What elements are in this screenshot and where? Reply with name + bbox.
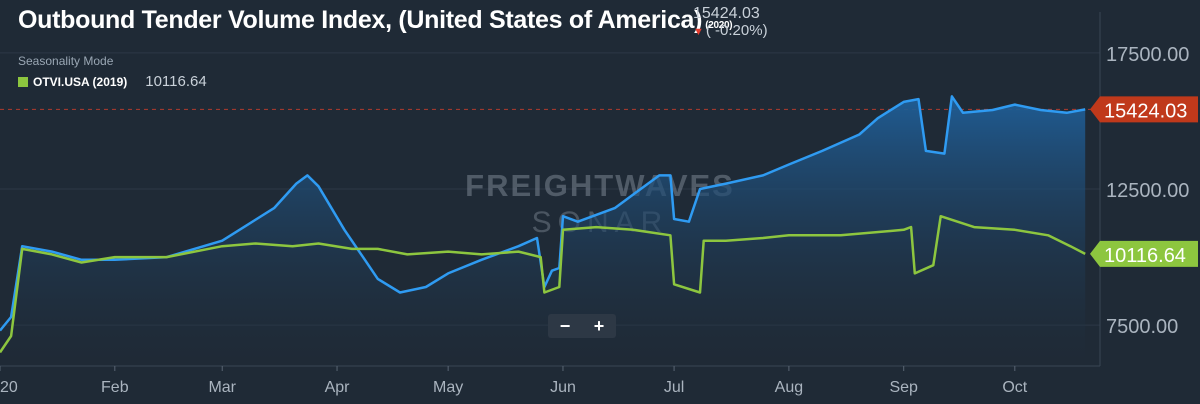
x-tick-label: 20	[0, 379, 18, 396]
badge-2020-bg	[1090, 96, 1198, 123]
zoom-in-button[interactable]: +	[593, 316, 605, 336]
y-tick-label: 7500.00	[1106, 316, 1178, 338]
zoom-controls: − +	[548, 314, 616, 338]
change-value: ( -0.20%)	[705, 22, 768, 39]
x-tick-label: Mar	[208, 379, 236, 396]
x-tick-label: Apr	[325, 379, 351, 396]
badge-layer: 15424.03 10116.64	[1090, 96, 1198, 267]
change-row: ▼( -0.20%)	[693, 22, 768, 41]
x-tick-label: Aug	[775, 379, 803, 396]
zoom-out-button[interactable]: −	[559, 316, 571, 336]
legend-series-value: 10116.64	[145, 73, 207, 90]
y-tick-label: 17500.00	[1106, 44, 1189, 66]
badge-2019-label: 10116.64	[1104, 245, 1186, 267]
badge-2019-bg	[1090, 240, 1198, 267]
current-value: 15424.03	[693, 5, 760, 22]
down-arrow-icon: ▼	[693, 26, 704, 38]
x-tick-label: Jun	[550, 379, 576, 396]
seasonality-mode-label: Seasonality Mode	[18, 54, 114, 68]
badge-2019: 10116.64	[1090, 240, 1198, 267]
chart-title-text: Outbound Tender Volume Index, (United St…	[18, 6, 703, 34]
x-tick-label: Sep	[889, 379, 918, 396]
legend-swatch	[18, 76, 28, 87]
watermark-line-1: FREIGHTWAVES	[465, 168, 735, 203]
x-tick-label: Feb	[101, 379, 129, 396]
badge-2020-label: 15424.03	[1104, 100, 1187, 122]
badge-2020: 15424.03	[1090, 96, 1198, 123]
series-2020-line	[0, 95, 1086, 332]
legend-item-2019[interactable]: OTVI.USA (2019) 10116.64	[18, 73, 207, 90]
x-tick-label: Jul	[664, 379, 684, 396]
legend-series-name: OTVI.USA (2019)	[33, 74, 128, 89]
axis-layer: 7500.00 12500.00 17500.00 20 Feb Mar Apr May Jun…	[0, 12, 1189, 396]
price-box: 15424.03 ▼( -0.20%)	[693, 5, 768, 41]
series-2019-line	[0, 214, 1086, 354]
series-2020-area	[0, 96, 1086, 367]
chart-title-year: (2020)	[705, 20, 733, 31]
chart-title: Outbound Tender Volume Index, (United St…	[18, 6, 733, 35]
x-tick-label: May	[433, 379, 463, 396]
series-layer	[0, 95, 1086, 367]
y-tick-label: 12500.00	[1106, 180, 1189, 202]
x-tick-label: Oct	[1002, 379, 1027, 396]
